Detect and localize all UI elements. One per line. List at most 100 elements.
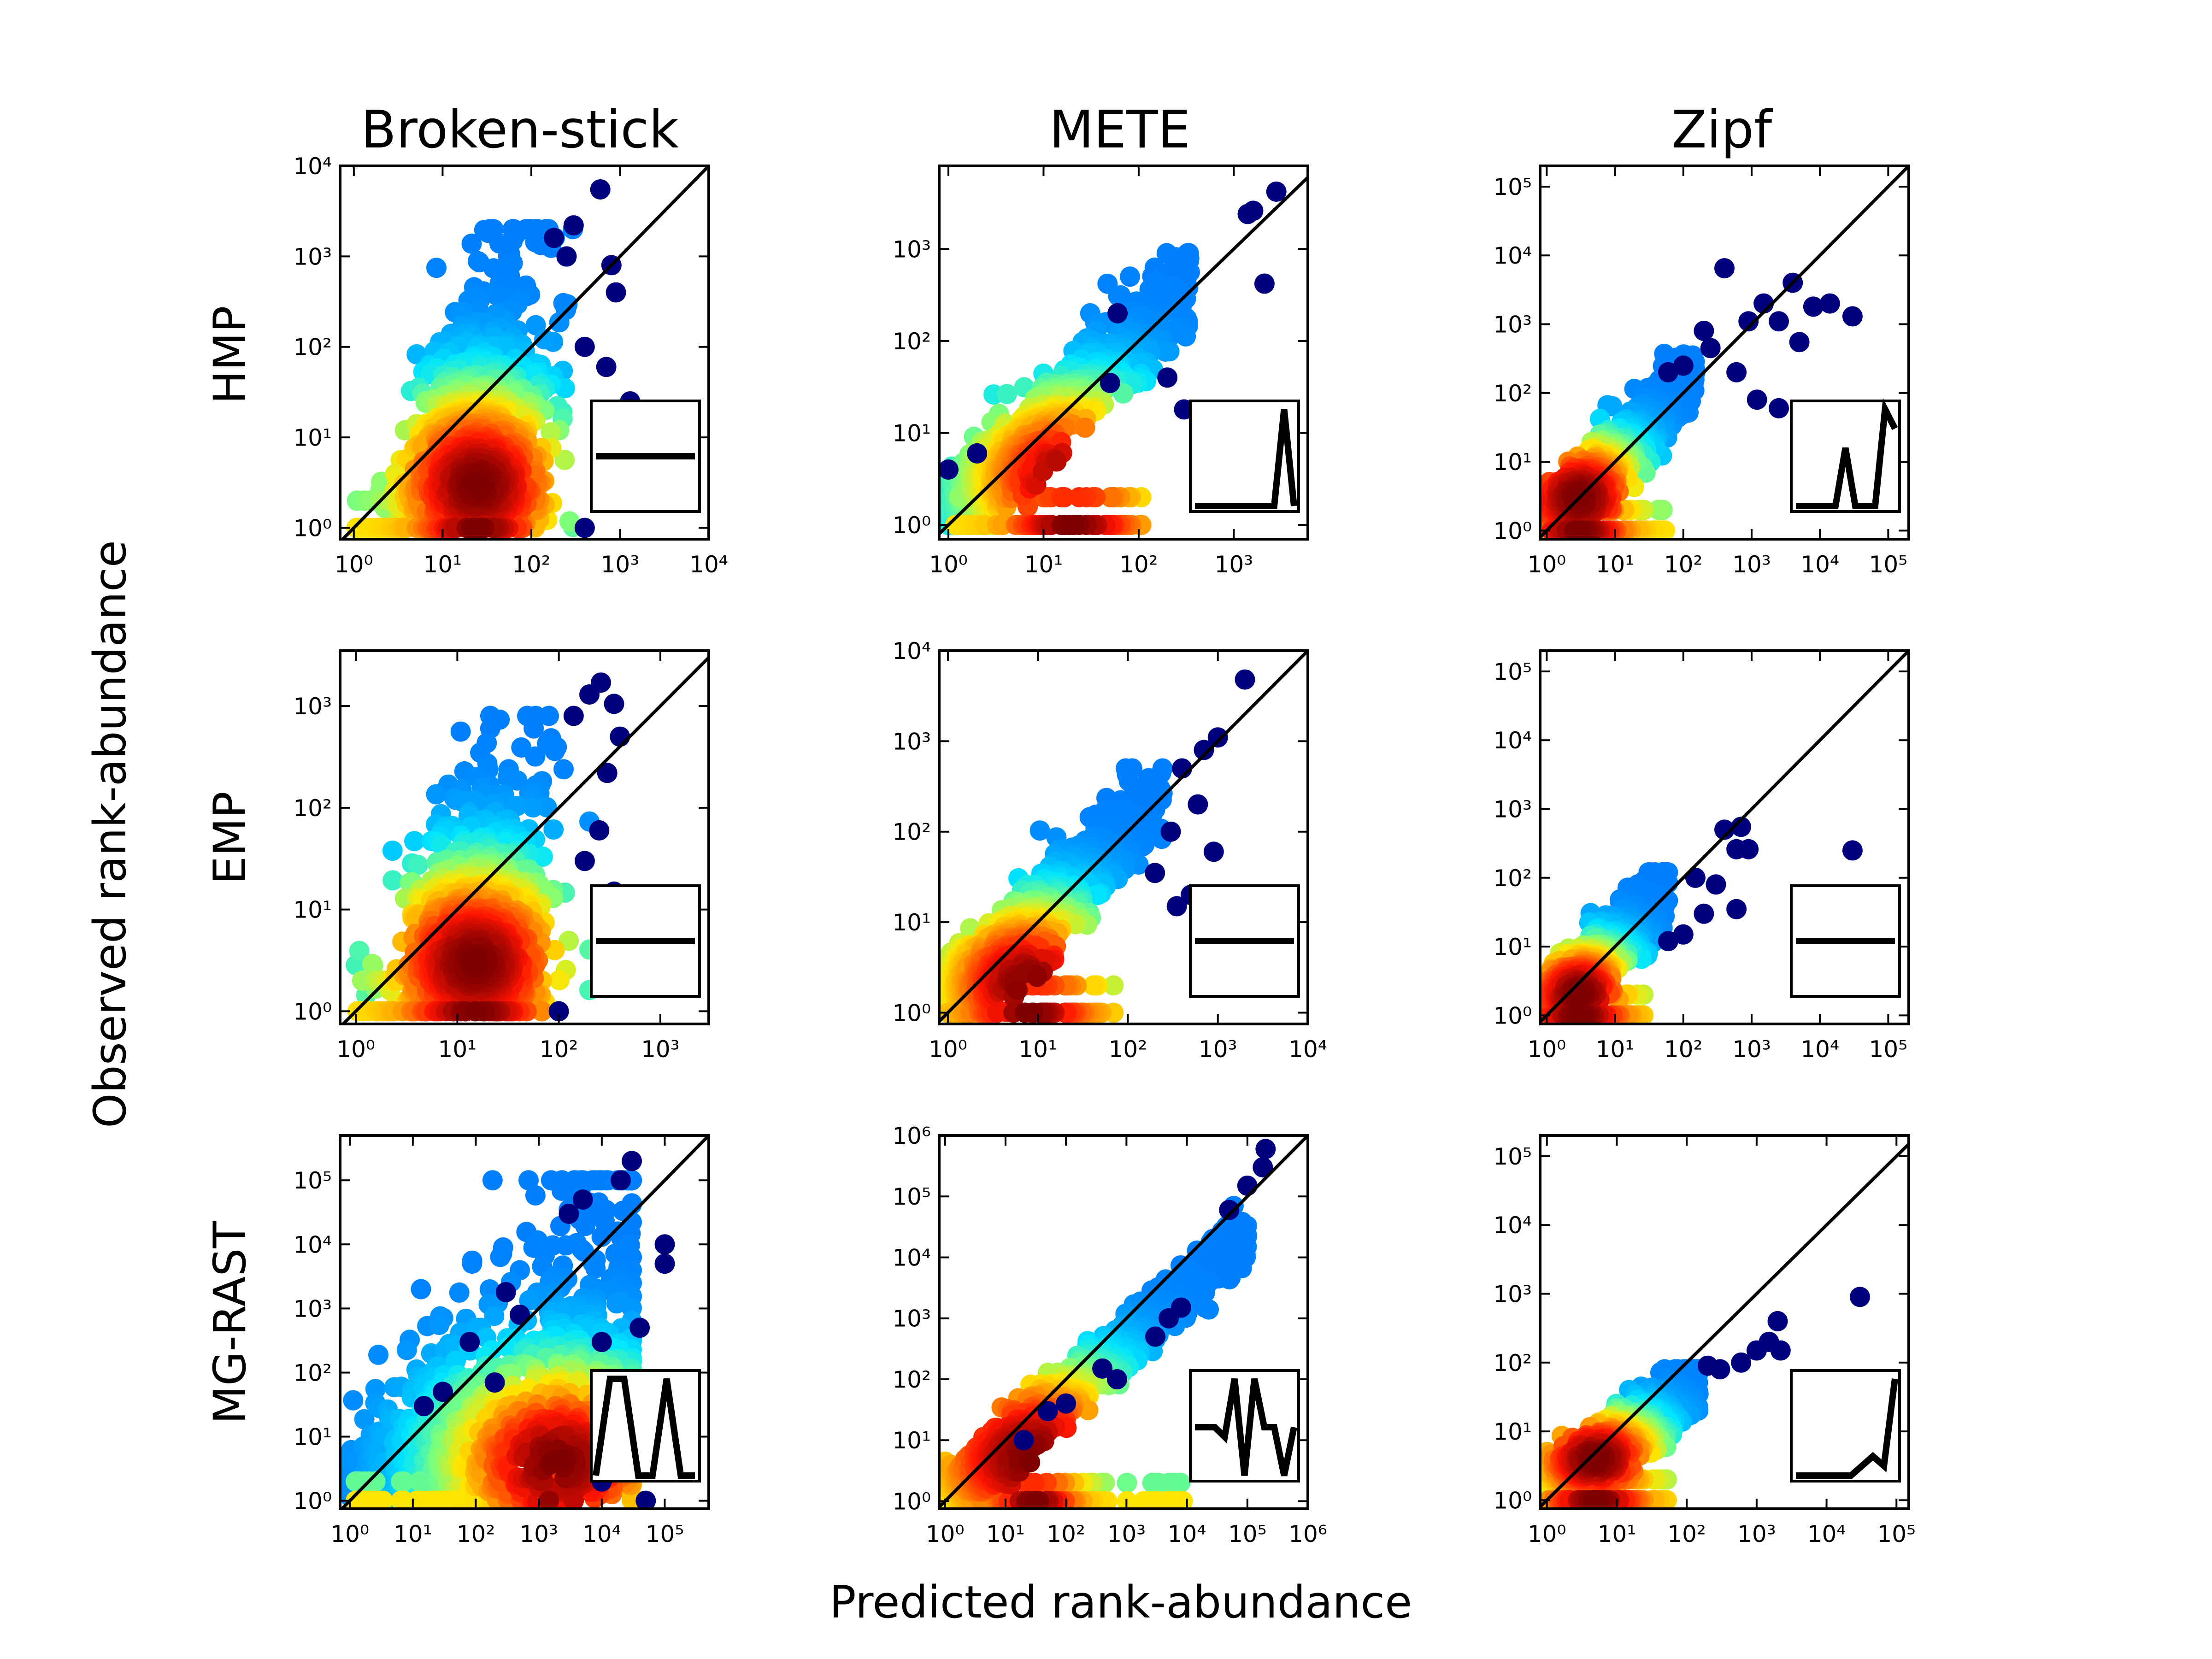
one-to-one-line bbox=[1540, 166, 1909, 539]
y-tick-label: 10³ bbox=[293, 693, 332, 720]
outlier-point bbox=[1658, 362, 1678, 382]
y-tick-label: 10⁰ bbox=[293, 998, 332, 1025]
data-point bbox=[523, 797, 543, 818]
y-tick-label: 10¹ bbox=[293, 424, 332, 451]
inset-chart bbox=[590, 884, 701, 998]
outlier-point bbox=[1266, 181, 1287, 202]
row-label-mg-rast: MG-RAST bbox=[204, 1221, 256, 1424]
data-point bbox=[1155, 341, 1176, 362]
plot-frame bbox=[938, 165, 1309, 541]
data-point bbox=[349, 941, 370, 961]
one-to-one-line bbox=[939, 176, 1308, 535]
outlier-point bbox=[1842, 306, 1863, 327]
outlier-point bbox=[1789, 332, 1810, 353]
outlier-point bbox=[597, 763, 618, 783]
data-point bbox=[382, 841, 403, 861]
outlier-point bbox=[1803, 296, 1824, 317]
data-point bbox=[464, 953, 484, 973]
outlier-point bbox=[1254, 273, 1275, 294]
x-tick-label: 10³ bbox=[641, 1036, 680, 1063]
outlier-point bbox=[1100, 372, 1120, 393]
inset-chart bbox=[1189, 400, 1300, 513]
x-tick-label: 10³ bbox=[1215, 551, 1253, 578]
outlier-point bbox=[1769, 398, 1789, 418]
data-point bbox=[1083, 975, 1104, 996]
y-tick-label: 10⁴ bbox=[1493, 242, 1532, 269]
data-point bbox=[1069, 487, 1089, 507]
data-point bbox=[426, 784, 447, 805]
data-point bbox=[1075, 418, 1095, 438]
outlier-point bbox=[1157, 367, 1178, 388]
data-point bbox=[559, 511, 580, 532]
x-tick-label: 10¹ bbox=[1596, 551, 1635, 578]
data-point bbox=[531, 1001, 552, 1022]
plot-frame bbox=[1539, 165, 1910, 541]
inset-chart bbox=[590, 400, 701, 513]
x-tick-label: 10¹ bbox=[438, 1036, 477, 1063]
outlier-point bbox=[589, 820, 610, 841]
data-point bbox=[525, 746, 546, 767]
plot-frame bbox=[339, 165, 710, 541]
outlier-point bbox=[563, 706, 584, 726]
outlier-point bbox=[574, 336, 595, 357]
data-point bbox=[404, 831, 424, 852]
data-point bbox=[1648, 500, 1669, 520]
row-label-hmp: HMP bbox=[204, 306, 256, 404]
data-point bbox=[1054, 487, 1075, 507]
outlier-point bbox=[1819, 293, 1840, 314]
y-axis-label: Observed rank-abundance bbox=[84, 540, 136, 1128]
x-axis-label: Predicted rank-abundance bbox=[830, 1577, 1412, 1628]
outlier-point bbox=[548, 1001, 569, 1022]
data-point bbox=[465, 1001, 486, 1022]
one-to-one-line bbox=[341, 166, 709, 539]
data-point bbox=[987, 1002, 1007, 1023]
y-tick-label: 10⁰ bbox=[892, 512, 931, 539]
data-point bbox=[541, 422, 561, 443]
outlier-point bbox=[939, 459, 959, 480]
outlier-point bbox=[1747, 389, 1767, 410]
x-tick-label: 10⁰ bbox=[929, 551, 968, 578]
data-point bbox=[997, 384, 1017, 405]
data-point bbox=[1103, 975, 1124, 996]
y-tick-label: 10² bbox=[892, 328, 931, 355]
y-tick-label: 10² bbox=[293, 334, 332, 361]
outlier-point bbox=[1769, 311, 1789, 332]
data-point bbox=[507, 770, 528, 791]
data-point bbox=[554, 449, 575, 470]
column-title-zipf: Zipf bbox=[1671, 100, 1773, 160]
outlier-point bbox=[1714, 258, 1735, 279]
outlier-point bbox=[591, 672, 611, 693]
data-point bbox=[468, 518, 489, 538]
y-tick-label: 10¹ bbox=[892, 420, 931, 447]
data-point bbox=[524, 718, 544, 739]
data-point bbox=[461, 233, 482, 254]
data-point bbox=[408, 855, 429, 875]
y-tick-label: 10¹ bbox=[1493, 449, 1532, 476]
outlier-point bbox=[1694, 321, 1714, 341]
y-tick-label: 10⁰ bbox=[293, 515, 332, 541]
row-label-emp: EMP bbox=[204, 791, 256, 884]
x-tick-label: 10⁰ bbox=[1528, 551, 1566, 578]
plot-frame bbox=[339, 649, 710, 1025]
y-tick-label: 10⁰ bbox=[1493, 518, 1532, 544]
data-point bbox=[534, 329, 554, 350]
data-point bbox=[382, 870, 403, 891]
outlier-point bbox=[544, 228, 565, 248]
outlier-point bbox=[604, 694, 624, 714]
data-point bbox=[553, 759, 574, 780]
outlier-point bbox=[1738, 311, 1759, 332]
outlier-point bbox=[1673, 355, 1694, 376]
outlier-point bbox=[574, 851, 595, 871]
inset-line bbox=[1195, 409, 1297, 509]
column-title-broken-stick: Broken-stick bbox=[361, 100, 679, 160]
y-tick-label: 10⁴ bbox=[293, 153, 332, 180]
data-point bbox=[549, 970, 570, 990]
data-point bbox=[1569, 520, 1590, 539]
